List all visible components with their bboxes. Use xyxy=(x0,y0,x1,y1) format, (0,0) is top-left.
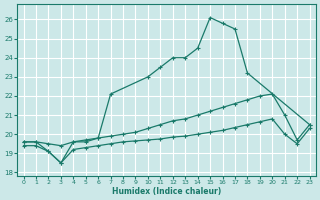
X-axis label: Humidex (Indice chaleur): Humidex (Indice chaleur) xyxy=(112,187,221,196)
